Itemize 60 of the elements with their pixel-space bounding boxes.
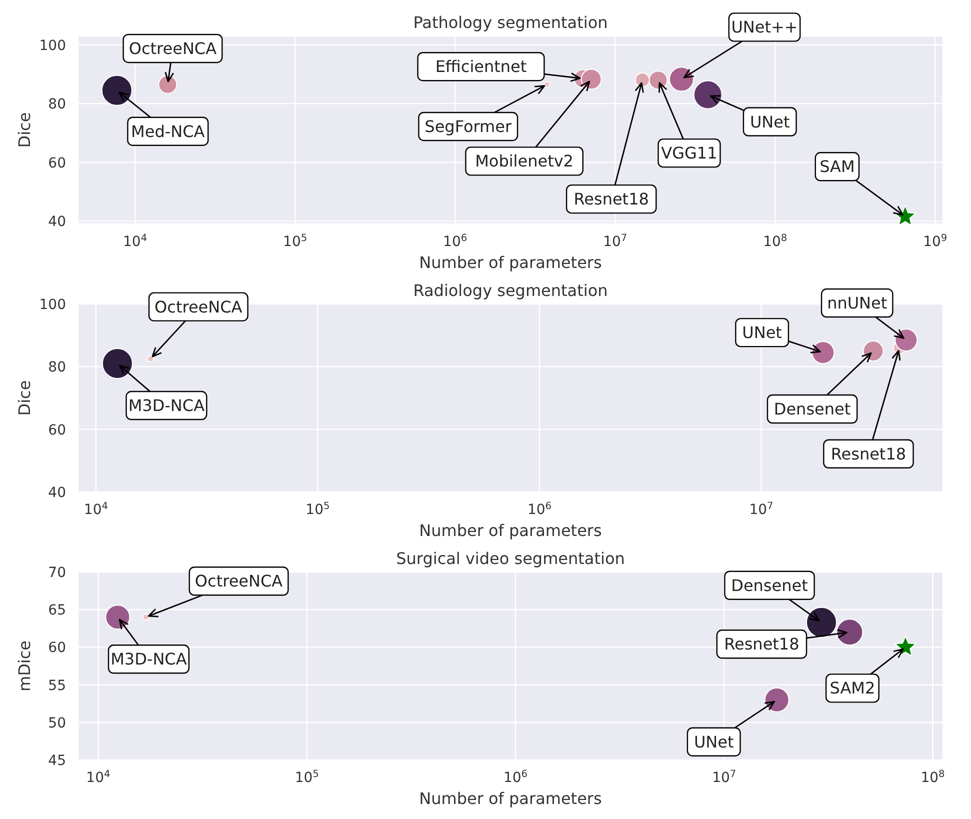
x-tick-label: 10$^{7}$ — [712, 768, 736, 786]
x-tick-label: 10$^{5}$ — [306, 500, 330, 518]
annotation: Mobilenetv2 — [475, 152, 574, 171]
annotation: SAM — [820, 157, 855, 176]
y-axis-title: Dice — [15, 380, 34, 416]
annotation: VGG11 — [661, 144, 718, 163]
chart-title: Radiology segmentation — [413, 281, 608, 300]
annotation: SegFormer — [424, 116, 512, 136]
y-axis-title: mDice — [15, 640, 34, 692]
annotation: UNet — [694, 732, 734, 752]
annotation: M3D-NCA — [128, 396, 205, 416]
annotation: nnUNet — [827, 294, 888, 313]
annotation: M3D-NCA — [110, 650, 187, 669]
x-tick-label: 10$^{7}$ — [749, 500, 774, 518]
x-tick-label: 10$^{6}$ — [527, 500, 552, 518]
annotation: Efficientnet — [435, 57, 527, 76]
y-tick-label: 60 — [48, 155, 66, 172]
y-tick-label: 65 — [48, 602, 66, 619]
annotation: UNet — [742, 323, 782, 342]
y-tick-label: 100 — [39, 297, 66, 313]
x-tick-label: 10$^{4}$ — [123, 232, 148, 250]
chart-title: Pathology segmentation — [413, 13, 608, 32]
y-tick-label: 55 — [48, 678, 66, 694]
x-axis-title: Number of parameters — [419, 521, 602, 540]
y-tick-label: 100 — [39, 38, 66, 54]
y-tick-label: 50 — [48, 715, 66, 732]
annotation: UNet++ — [731, 18, 798, 37]
x-axis-title: Number of parameters — [419, 789, 602, 808]
x-tick-label: 10$^{7}$ — [603, 232, 628, 250]
x-tick-label: 10$^{6}$ — [443, 232, 468, 250]
x-tick-label: 10$^{8}$ — [920, 768, 945, 786]
y-tick-label: 80 — [48, 360, 66, 376]
annotation: Densenet — [774, 400, 851, 418]
y-tick-label: 80 — [48, 96, 66, 113]
annotation: OctreeNCA — [154, 297, 242, 316]
y-tick-label: 60 — [48, 422, 66, 438]
annotation: Med-NCA — [131, 122, 205, 141]
y-tick-label: 40 — [48, 485, 66, 501]
chart-title: Surgical video segmentation — [396, 549, 625, 568]
x-tick-label: 10$^{5}$ — [294, 768, 319, 786]
annotation: Densenet — [731, 576, 808, 595]
x-tick-label: 10$^{6}$ — [503, 768, 528, 786]
annotation: Resnet18 — [830, 444, 906, 464]
x-tick-label: 10$^{8}$ — [763, 232, 788, 250]
x-axis-title: Number of parameters — [419, 253, 602, 272]
x-tick-label: 10$^{4}$ — [86, 768, 110, 786]
y-tick-label: 40 — [48, 214, 66, 230]
x-tick-label: 10$^{5}$ — [283, 232, 308, 250]
annotation: Resnet18 — [724, 634, 800, 654]
annotation: OctreeNCA — [194, 572, 283, 591]
annotation: UNet — [750, 112, 790, 132]
annotation: Resnet18 — [574, 190, 649, 209]
y-axis-title: Dice — [15, 112, 34, 148]
annotation: OctreeNCA — [128, 38, 217, 58]
x-tick-label: 10$^{4}$ — [84, 500, 108, 518]
y-tick-label: 70 — [48, 565, 66, 581]
x-tick-label: 10$^{9}$ — [923, 232, 948, 250]
y-tick-label: 60 — [48, 640, 66, 656]
annotation: SAM2 — [830, 678, 876, 698]
y-tick-label: 45 — [48, 753, 66, 769]
